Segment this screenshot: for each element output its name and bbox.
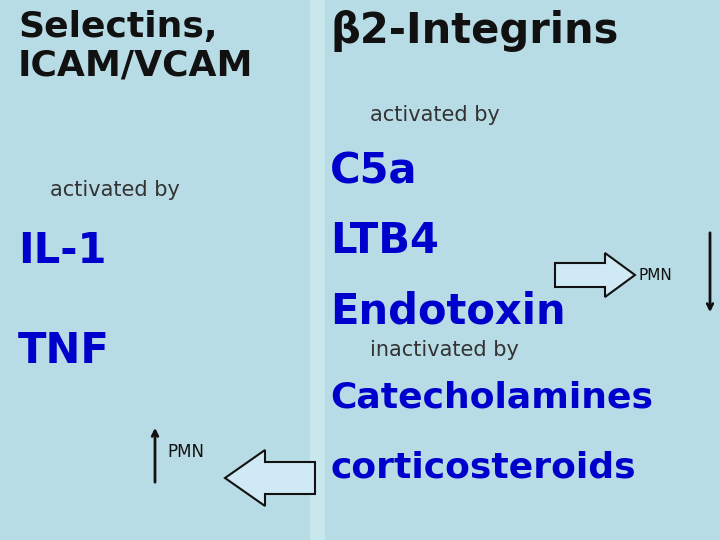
Text: Catecholamines: Catecholamines — [330, 380, 653, 414]
Text: PMN: PMN — [167, 443, 204, 461]
Text: TNF: TNF — [18, 330, 110, 372]
Bar — [0, 0, 310, 540]
Text: C5a: C5a — [330, 150, 418, 192]
Text: inactivated by: inactivated by — [370, 340, 519, 360]
Text: IL-1: IL-1 — [18, 230, 107, 272]
Text: Endotoxin: Endotoxin — [330, 290, 566, 332]
Polygon shape — [225, 450, 315, 506]
Text: activated by: activated by — [50, 180, 180, 200]
Text: PMN: PMN — [639, 267, 672, 282]
Text: activated by: activated by — [370, 105, 500, 125]
Polygon shape — [555, 253, 635, 297]
Text: Selectins,
ICAM/VCAM: Selectins, ICAM/VCAM — [18, 10, 253, 82]
Bar — [325, 0, 720, 540]
Text: β2-Integrins: β2-Integrins — [330, 10, 618, 52]
Text: LTB4: LTB4 — [330, 220, 439, 262]
Text: corticosteroids: corticosteroids — [330, 450, 636, 484]
